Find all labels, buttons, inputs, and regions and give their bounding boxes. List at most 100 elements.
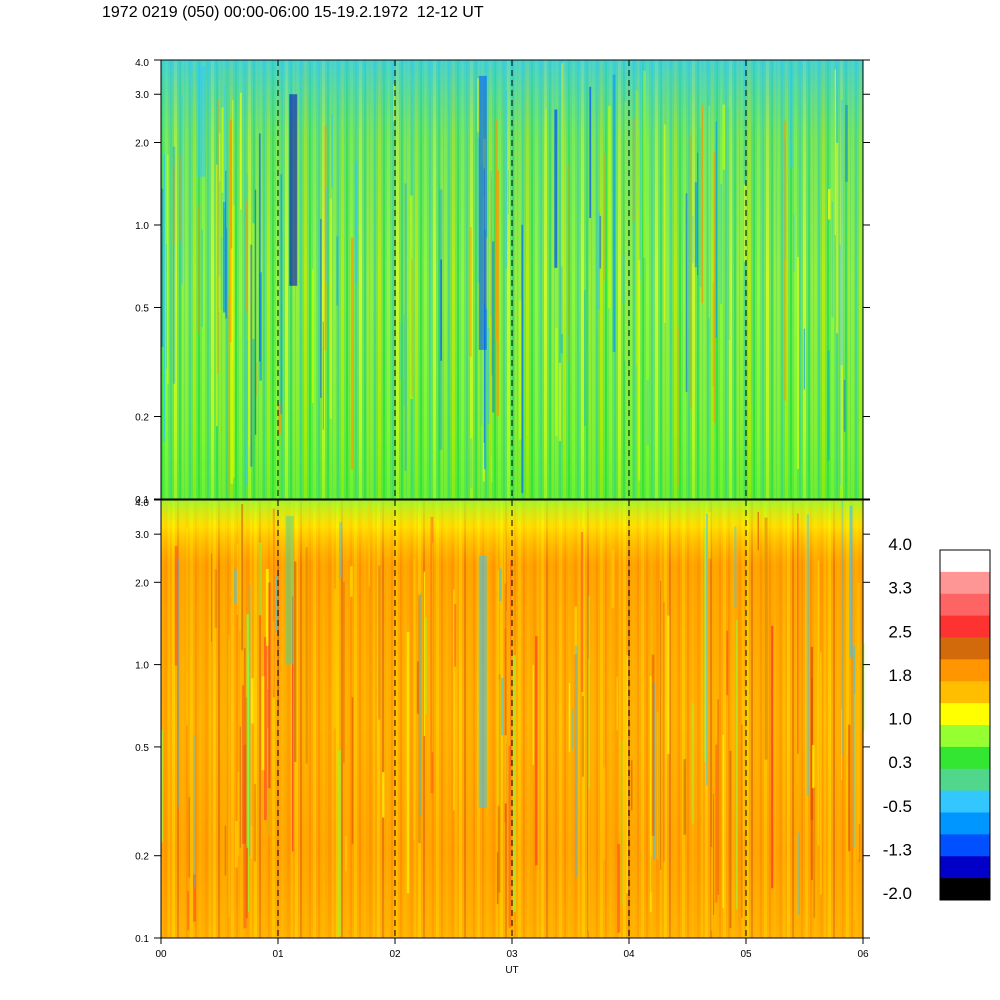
spectral-streak xyxy=(174,546,178,666)
x-tick-label: 06 xyxy=(857,949,869,960)
spectral-streak xyxy=(305,547,308,764)
spectral-streak xyxy=(813,786,816,918)
spectral-streak xyxy=(273,620,275,691)
colorbar-swatch xyxy=(940,834,990,857)
spectral-streak xyxy=(743,184,747,262)
spectral-streak xyxy=(827,189,831,220)
colorbar-label: -1.3 xyxy=(883,840,912,859)
spectral-streak xyxy=(187,890,190,931)
spectral-streak xyxy=(420,593,422,816)
spectral-streak xyxy=(211,553,212,642)
spectral-streak xyxy=(558,362,562,442)
colorbar-label: 3.3 xyxy=(888,579,912,598)
spectral-streak xyxy=(508,745,512,928)
spectral-streak xyxy=(584,290,586,426)
spectral-streak xyxy=(736,619,738,910)
spectral-streak xyxy=(841,708,843,780)
spectral-streak xyxy=(504,735,507,804)
lower-spectrogram-panel: 0.1 0.2 0.5 1.0 2.0 3.0 4.0 xyxy=(135,498,870,945)
spectral-streak xyxy=(710,847,713,931)
colorbar-label: -2.0 xyxy=(883,884,912,903)
spectral-streak xyxy=(216,99,219,374)
spectral-streak xyxy=(685,193,688,392)
spectral-streak xyxy=(701,105,704,303)
spectral-streak xyxy=(712,282,714,387)
spectral-streak xyxy=(228,295,230,494)
spectral-streak xyxy=(858,824,861,863)
spectral-streak xyxy=(713,151,716,423)
spectral-streak xyxy=(798,832,800,915)
spectral-streak xyxy=(354,161,358,285)
spectral-streak xyxy=(764,517,768,760)
spectral-streak xyxy=(251,678,254,724)
y-tick-label: 0.2 xyxy=(135,852,149,863)
spectral-streak xyxy=(621,741,623,906)
spectral-streak xyxy=(292,596,294,852)
spectral-streak xyxy=(632,117,635,222)
spectral-streak xyxy=(694,182,697,268)
spectral-streak xyxy=(848,724,851,852)
spectral-streak xyxy=(504,521,507,629)
spectral-streak xyxy=(368,502,370,587)
spectral-streak xyxy=(219,132,221,181)
colorbar-swatch xyxy=(940,790,990,813)
spectral-streak xyxy=(423,571,426,736)
spectral-streak xyxy=(277,565,280,710)
spectral-streak xyxy=(188,796,191,878)
spectral-streak xyxy=(699,127,702,288)
spectral-streak xyxy=(624,101,626,361)
spectral-streak xyxy=(431,542,434,753)
colorbar-swatch xyxy=(940,615,990,638)
spectral-streak xyxy=(258,542,262,616)
spectral-streak xyxy=(687,161,691,398)
spectral-streak xyxy=(555,328,558,437)
spectral-streak xyxy=(278,403,281,435)
spectral-streak xyxy=(799,126,801,297)
spectral-streak xyxy=(382,772,385,818)
spectral-streak xyxy=(831,201,834,318)
spectral-feature xyxy=(478,555,487,808)
spectral-streak xyxy=(750,123,754,405)
spectral-streak xyxy=(616,676,618,731)
spectral-streak xyxy=(691,703,695,824)
spectral-streak xyxy=(238,521,242,631)
spectral-streak xyxy=(241,504,244,651)
y-tick-label: 3.0 xyxy=(135,90,149,101)
spectral-streak xyxy=(248,654,250,913)
spectral-streak xyxy=(505,611,507,744)
spectral-streak xyxy=(630,760,633,811)
spectral-streak xyxy=(726,630,729,696)
spectral-streak xyxy=(497,673,501,893)
spectral-streak xyxy=(477,78,480,133)
spectral-streak xyxy=(611,549,615,608)
spectral-streak xyxy=(660,580,662,870)
spectral-streak xyxy=(706,513,708,786)
spectral-streak xyxy=(173,166,175,245)
x-tick-label: 03 xyxy=(506,949,518,960)
spectral-streak xyxy=(690,134,693,408)
spectral-streak xyxy=(597,212,600,310)
spectral-streak xyxy=(669,69,672,184)
spectral-streak xyxy=(186,527,188,726)
spectral-streak xyxy=(244,647,246,844)
spectral-streak xyxy=(253,784,257,862)
spectral-streak xyxy=(364,193,366,388)
spectral-streak xyxy=(491,241,495,413)
spectral-streak xyxy=(771,625,774,889)
spectral-streak xyxy=(259,133,261,362)
spectral-streak xyxy=(339,522,343,579)
spectral-streak xyxy=(715,121,717,338)
spectral-streak xyxy=(574,606,578,655)
y-tick-label: 4.0 xyxy=(135,498,149,509)
y-tick-label: 2.0 xyxy=(135,578,149,589)
spectral-streak xyxy=(797,513,799,754)
spectral-streak xyxy=(324,125,327,351)
spectral-streak xyxy=(568,683,571,752)
spectral-streak xyxy=(511,591,513,681)
spectral-streak xyxy=(264,637,267,820)
y-tick-label: 0.1 xyxy=(135,934,149,945)
spectral-streak xyxy=(683,759,687,835)
spectral-streak xyxy=(790,68,793,168)
colorbar-swatch xyxy=(940,812,990,835)
